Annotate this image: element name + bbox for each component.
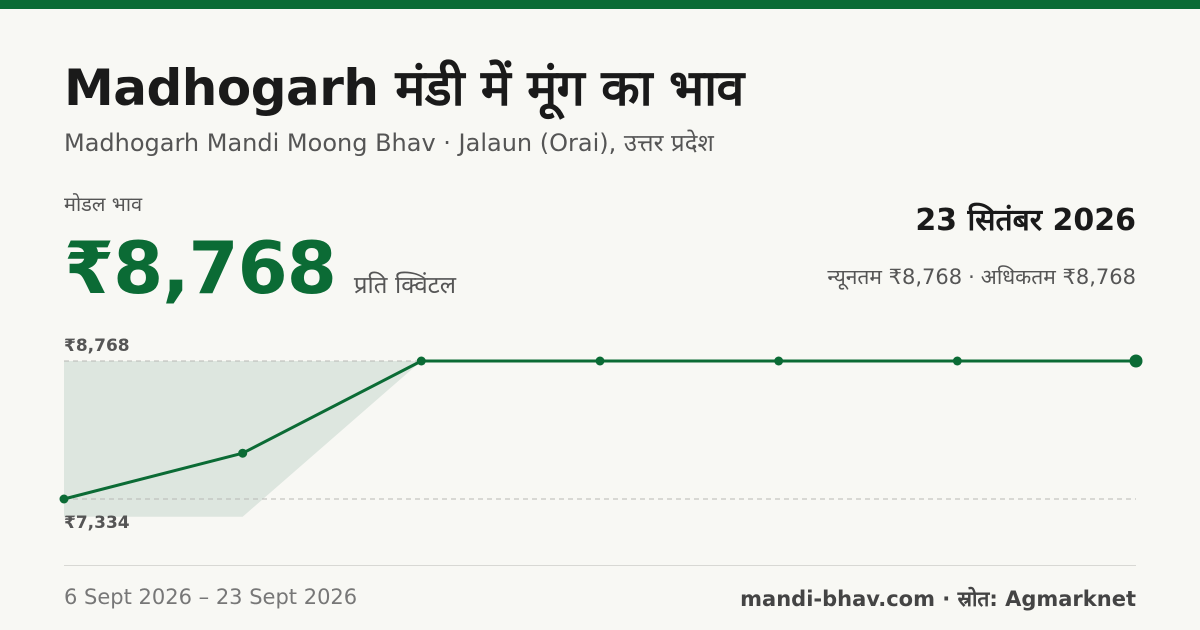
price-row: ₹8,768 प्रति क्विंटल xyxy=(64,226,456,310)
source-credit: mandi-bhav.com · स्रोत: Agmarknet xyxy=(740,587,1136,611)
date-range: 6 Sept 2026 – 23 Sept 2026 xyxy=(64,585,358,609)
top-accent-bar xyxy=(0,0,1200,9)
model-price-label: मोडल भाव xyxy=(64,192,143,216)
min-max-range: न्यूनतम ₹8,768 · अधिकतम ₹8,768 xyxy=(827,263,1136,291)
page-title: Madhogarh मंडी में मूंग का भाव xyxy=(64,59,744,117)
data-point xyxy=(595,356,605,366)
range-separator: · xyxy=(968,265,975,289)
data-point xyxy=(416,356,426,366)
data-point xyxy=(1129,354,1143,368)
max-price: अधिकतम ₹8,768 xyxy=(980,265,1136,289)
data-point xyxy=(774,356,784,366)
data-point xyxy=(238,448,248,458)
data-point xyxy=(59,494,69,504)
price-unit: प्रति क्विंटल xyxy=(353,271,457,299)
data-points xyxy=(59,354,1143,504)
price-range-band xyxy=(64,361,1136,517)
footer-divider xyxy=(64,565,1136,566)
max-reference-label: ₹8,768 xyxy=(64,336,130,356)
page-subtitle: Madhogarh Mandi Moong Bhav · Jalaun (Ora… xyxy=(64,129,714,157)
model-price-value: ₹8,768 xyxy=(64,226,337,310)
price-date: 23 सितंबर 2026 xyxy=(915,203,1136,238)
data-point xyxy=(952,356,962,366)
min-reference-label: ₹7,334 xyxy=(64,513,130,533)
min-price: न्यूनतम ₹8,768 xyxy=(827,265,963,289)
